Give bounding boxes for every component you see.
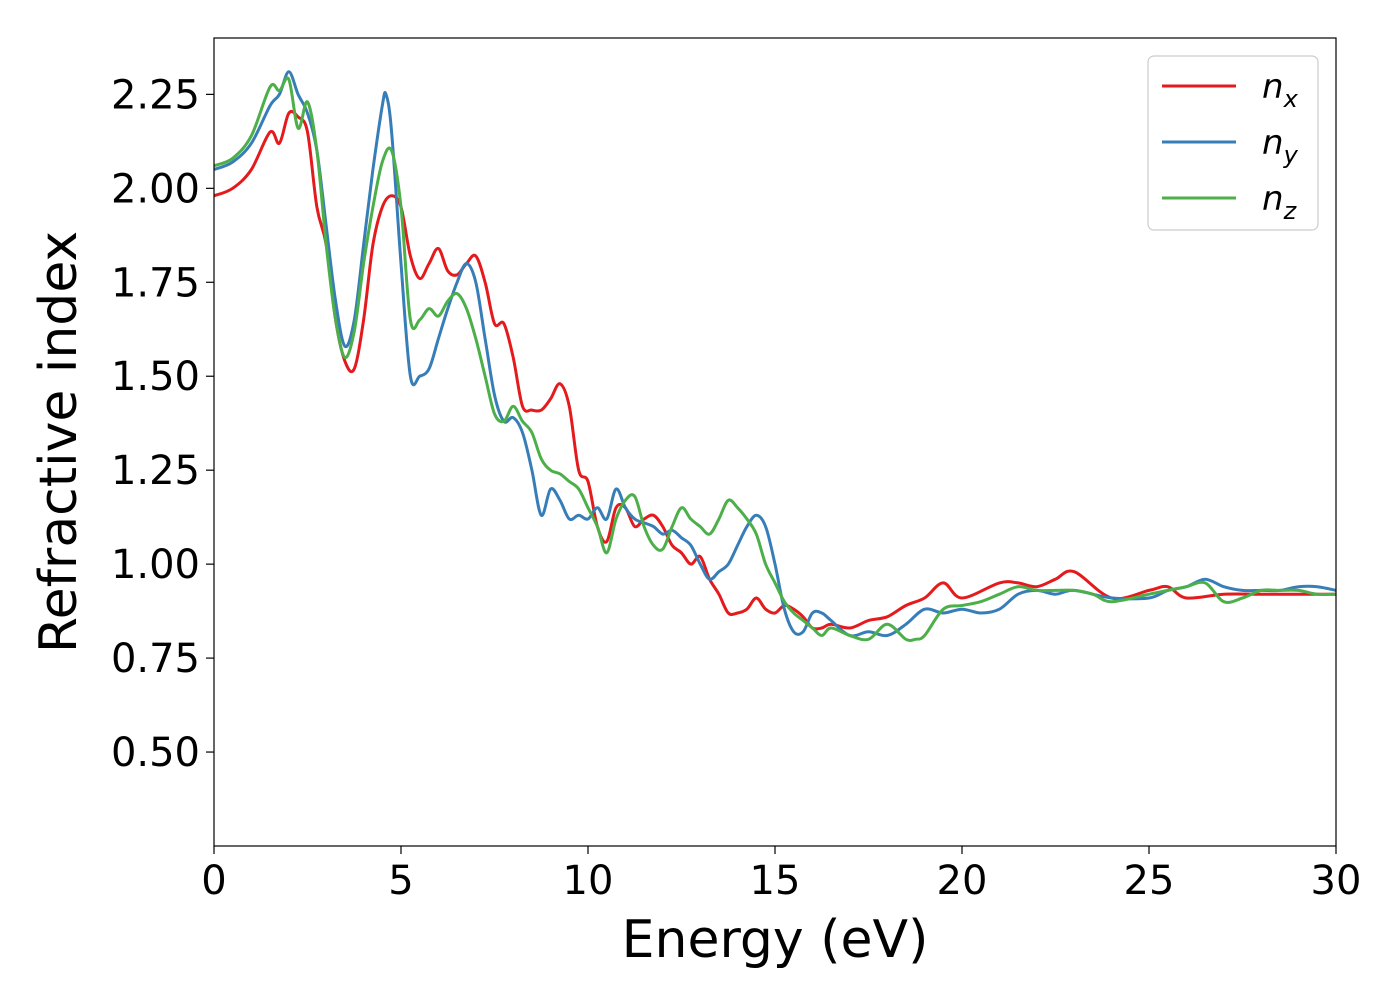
y-tick-label: 2.25 xyxy=(111,72,200,118)
x-tick-label: 15 xyxy=(750,858,801,904)
y-axis-title: Refractive index xyxy=(29,231,89,653)
legend-label-z: nz xyxy=(1262,179,1298,225)
legend-label-x: nx xyxy=(1262,67,1299,113)
x-axis-ticks: 0 5 10 15 20 25 30 xyxy=(201,846,1361,904)
x-tick-label: 5 xyxy=(388,858,413,904)
x-tick-label: 20 xyxy=(937,858,988,904)
series-line-z xyxy=(214,76,1336,643)
series-layer xyxy=(214,70,1336,643)
x-tick-label: 0 xyxy=(201,858,226,904)
y-tick-label: 1.25 xyxy=(111,448,200,494)
x-tick-label: 30 xyxy=(1311,858,1362,904)
x-tick-label: 10 xyxy=(563,858,614,904)
y-tick-label: 0.50 xyxy=(111,730,200,776)
y-tick-label: 0.75 xyxy=(111,636,200,682)
y-tick-label: 1.75 xyxy=(111,260,200,306)
y-tick-label: 2.00 xyxy=(111,166,200,212)
x-axis-title: Energy (eV) xyxy=(622,910,929,970)
legend: nx ny nz xyxy=(1147,55,1319,231)
y-tick-label: 1.50 xyxy=(111,354,200,400)
x-tick-label: 25 xyxy=(1124,858,1175,904)
y-axis-ticks: 0.50 0.75 1.00 1.25 1.50 1.75 2.00 2.25 xyxy=(111,72,214,776)
legend-label-y: ny xyxy=(1262,123,1299,169)
y-tick-label: 1.00 xyxy=(111,542,200,588)
